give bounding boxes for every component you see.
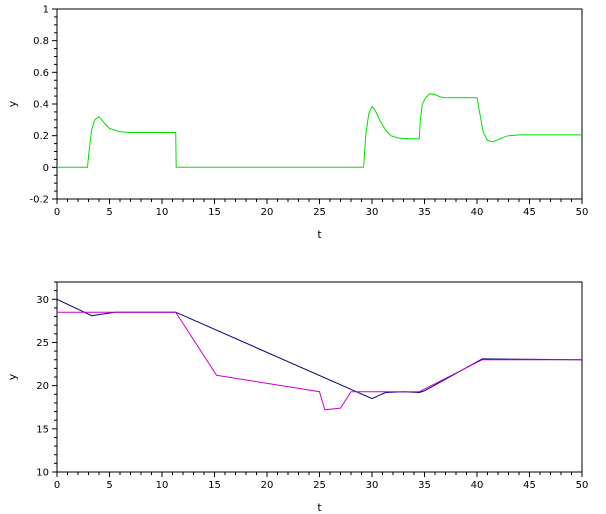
x-tick-label: 25 xyxy=(313,480,326,491)
plot-frame xyxy=(56,281,583,473)
x-axis-title: t xyxy=(317,228,322,241)
x-tick-label: 10 xyxy=(156,207,169,218)
y-tick-label: 15 xyxy=(36,424,49,435)
y-tick-label: 25 xyxy=(36,338,49,349)
chart-bottom: 0 5 10 15 20 25 30 35 40 45 50 10 15 20 25 30 t y xyxy=(6,281,589,514)
x-tick-label: 0 xyxy=(54,480,60,491)
x-tick-label: 35 xyxy=(418,480,431,491)
y-tick-label: 0 xyxy=(43,163,49,174)
x-tick-label: 30 xyxy=(366,480,379,491)
plot-frame xyxy=(56,8,583,200)
series-line-0 xyxy=(57,93,582,168)
y-tick-label: 0.6 xyxy=(33,68,49,79)
series-line-1 xyxy=(57,311,582,411)
x-tick-label: 25 xyxy=(313,207,326,218)
y-tick-label: 0.2 xyxy=(33,131,49,142)
x-tick-label: 35 xyxy=(418,207,431,218)
x-axis-title: t xyxy=(317,501,322,514)
x-tick-label: 40 xyxy=(471,480,484,491)
x-tick-label: 20 xyxy=(261,207,274,218)
series-line-0 xyxy=(56,298,583,400)
chart-top: 0 5 10 15 20 25 30 35 40 45 50 -0.2 0 0.2 0.4 0.6 0.8 1 t y xyxy=(6,5,588,242)
x-tick-label: 5 xyxy=(106,207,112,218)
x-tick-label: 30 xyxy=(366,207,379,218)
y-tick-label: 0.8 xyxy=(33,36,49,47)
y-tick-label: 1 xyxy=(43,5,49,16)
x-tick-label: 15 xyxy=(208,207,221,218)
x-tick-label: 50 xyxy=(576,207,589,218)
x-tick-label: 45 xyxy=(523,480,536,491)
x-tick-label: 0 xyxy=(54,207,60,218)
y-tick-label: 10 xyxy=(36,468,49,479)
x-tick-label: 5 xyxy=(106,480,112,491)
y-tick-label: 20 xyxy=(36,381,49,392)
y-axis-title: y xyxy=(6,373,19,380)
y-tick-label: 30 xyxy=(36,295,49,306)
x-tick-label: 40 xyxy=(471,207,484,218)
x-tick-label: 10 xyxy=(156,480,169,491)
x-tick-label: 50 xyxy=(576,480,589,491)
y-axis-title: y xyxy=(6,100,19,107)
y-tick-label: -0.2 xyxy=(29,195,49,206)
x-tick-label: 45 xyxy=(523,207,536,218)
x-tick-label: 15 xyxy=(208,480,221,491)
y-tick-label: 0.4 xyxy=(33,100,49,111)
x-tick-label: 20 xyxy=(261,480,274,491)
